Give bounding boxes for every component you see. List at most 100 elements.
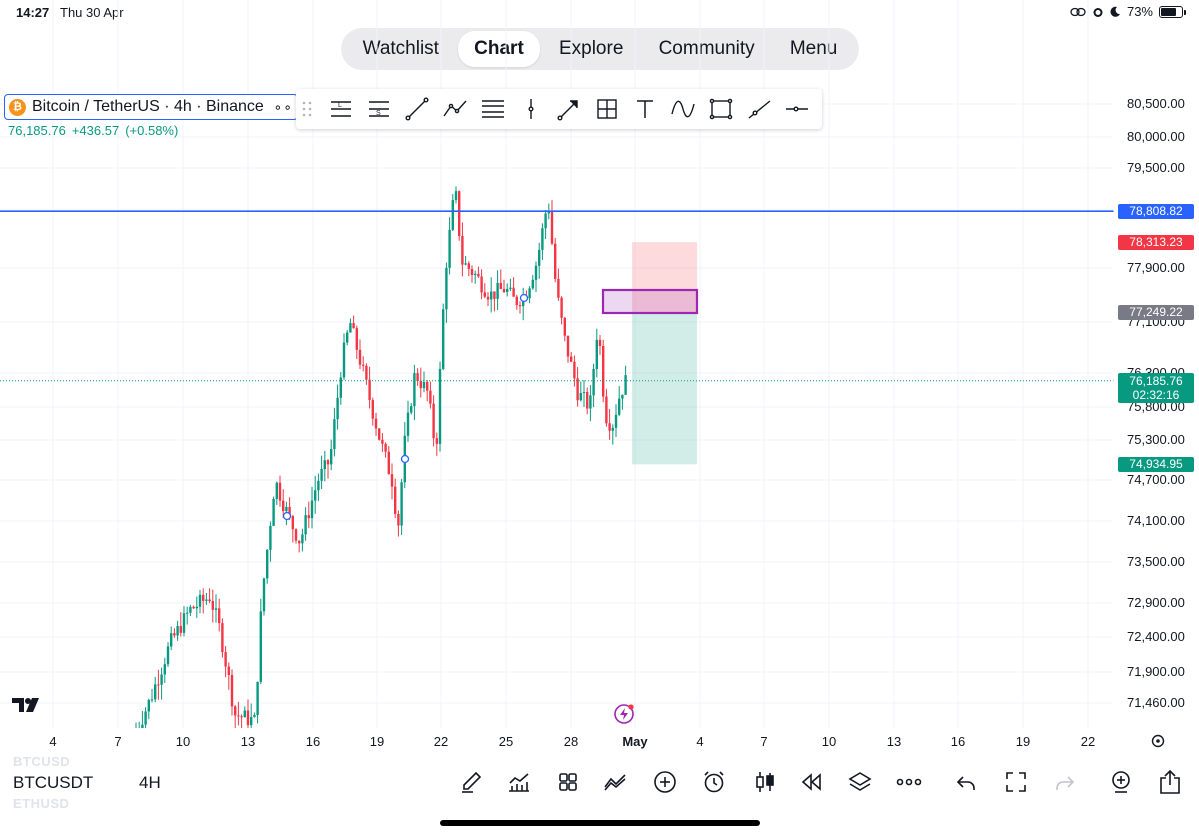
x-tick-label: 4	[696, 734, 703, 749]
candle-body	[208, 599, 211, 602]
tab-community[interactable]: Community	[658, 38, 755, 59]
candle-body	[250, 717, 253, 726]
candle-body	[259, 611, 262, 682]
ray-icon[interactable]	[740, 93, 778, 125]
tab-chart[interactable]: Chart	[458, 31, 540, 67]
crosshair-box-icon[interactable]	[588, 93, 626, 125]
candle-body	[355, 328, 358, 350]
long-position-icon[interactable]: L	[322, 93, 360, 125]
top-nav: Watchlist Chart Explore Community Menu	[341, 28, 859, 70]
candle-body	[518, 305, 522, 307]
candle-body	[502, 288, 506, 293]
trend-line-icon[interactable]	[398, 93, 436, 125]
next-symbol-hint[interactable]: ETHUSD	[13, 796, 70, 811]
layers-icon[interactable]	[845, 767, 875, 797]
position-risk-zone	[632, 242, 697, 312]
candle-body	[416, 373, 419, 382]
lightning-alert-icon[interactable]	[613, 703, 635, 725]
event-marker	[519, 293, 529, 303]
previous-symbol-hint[interactable]: BTCUSD	[13, 754, 71, 769]
candle-body	[317, 480, 320, 491]
more-icon[interactable]	[894, 767, 924, 797]
drag-handle-icon[interactable]	[302, 100, 312, 118]
candle-body	[458, 191, 461, 236]
x-tick-label: 19	[1016, 734, 1030, 749]
y-tick-label: 75,300.00	[1127, 432, 1185, 447]
redo-icon[interactable]	[1050, 767, 1080, 797]
current-price-tag: 76,185.76 02:32:16	[1118, 373, 1194, 403]
templates-icon[interactable]	[553, 767, 583, 797]
compare-icon[interactable]	[601, 767, 631, 797]
candle-body	[515, 296, 518, 306]
y-tick-label: 74,100.00	[1127, 513, 1185, 528]
x-tick-label: 16	[951, 734, 965, 749]
candle-body	[192, 606, 195, 609]
candle-body	[438, 368, 442, 444]
screen-mirror-icon	[1070, 7, 1086, 16]
symbol-more-icon[interactable]: ∘∘	[273, 99, 293, 115]
candle-body	[176, 626, 179, 636]
add-icon[interactable]	[650, 767, 680, 797]
tab-watchlist[interactable]: Watchlist	[362, 38, 439, 59]
candle-body	[227, 666, 230, 675]
position-reward-zone	[632, 311, 697, 465]
curve-icon[interactable]	[664, 93, 702, 125]
candle-body	[467, 263, 470, 269]
path-icon[interactable]	[436, 93, 474, 125]
indicators-icon[interactable]	[504, 767, 534, 797]
tab-menu[interactable]: Menu	[789, 38, 838, 59]
candle-body	[614, 414, 618, 428]
arrow-icon[interactable]	[550, 93, 588, 125]
share-icon[interactable]	[1155, 767, 1185, 797]
candle-body	[528, 288, 531, 299]
candle-body	[474, 273, 477, 275]
candle-body	[246, 710, 250, 726]
battery-icon	[1159, 5, 1186, 18]
candle-body	[154, 684, 157, 700]
candle-body	[579, 393, 582, 401]
candle-body	[512, 287, 515, 297]
parallel-channel-icon[interactable]	[474, 93, 512, 125]
bottom-interval[interactable]: 4H	[139, 773, 161, 792]
x-tick-label: 10	[176, 734, 190, 749]
x-tick-label: 22	[1081, 734, 1095, 749]
candle-body	[170, 633, 173, 647]
undo-icon[interactable]	[951, 767, 981, 797]
fullscreen-icon[interactable]	[1001, 767, 1031, 797]
candle-body	[365, 365, 368, 380]
candle-body	[381, 439, 384, 444]
replay-icon[interactable]	[796, 767, 826, 797]
y-tick-label: 72,400.00	[1127, 629, 1185, 644]
candle-body	[182, 613, 186, 633]
text-icon[interactable]	[626, 93, 664, 125]
y-tick-label: 80,500.00	[1127, 96, 1185, 111]
candle-body	[323, 460, 326, 470]
candle-body	[429, 390, 432, 404]
bottom-symbol[interactable]: BTCUSDT	[13, 773, 94, 792]
candle-body	[157, 684, 160, 686]
candle-body	[557, 278, 560, 298]
candle-body	[221, 623, 224, 653]
tab-explore[interactable]: Explore	[558, 38, 624, 59]
candle-body	[582, 391, 586, 394]
bar-countdown: 02:32:16	[1132, 388, 1180, 402]
candle-body	[253, 715, 256, 718]
alert-icon[interactable]	[699, 767, 729, 797]
short-position-icon[interactable]: S	[360, 93, 398, 125]
candle-body	[240, 716, 243, 718]
brush-icon[interactable]	[456, 767, 486, 797]
horizontal-ray-icon[interactable]	[778, 93, 816, 125]
status-date: Thu 30 Apr	[60, 5, 124, 20]
x-tick-label: 7	[760, 734, 767, 749]
candle-body	[589, 395, 592, 409]
symbol-header[interactable]: ₿ Bitcoin / TetherUS · 4h · Binance ∘∘	[4, 94, 298, 120]
candle-body	[486, 296, 490, 300]
home-indicator[interactable]	[440, 820, 760, 826]
candle-body	[275, 482, 278, 499]
candle-body	[611, 427, 614, 431]
vertical-line-icon[interactable]	[512, 93, 550, 125]
candles-icon[interactable]	[750, 767, 780, 797]
candle-body	[285, 506, 288, 512]
rectangle-icon[interactable]	[702, 93, 740, 125]
add-symbol-icon[interactable]	[1106, 767, 1136, 797]
